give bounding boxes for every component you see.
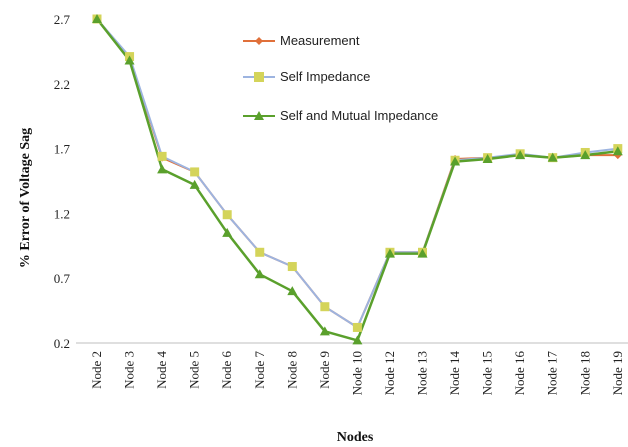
x-tick-label: Node 10 xyxy=(349,351,364,395)
x-tick-label: Node 9 xyxy=(317,351,332,389)
x-tick-label: Node 4 xyxy=(154,351,169,389)
legend-marker-self-impedance xyxy=(254,72,264,82)
x-tick-label: Node 12 xyxy=(382,351,397,395)
data-point-self-and-mutual-impedance xyxy=(352,335,363,345)
data-point-self-impedance xyxy=(255,247,265,257)
data-point-self-and-mutual-impedance xyxy=(482,153,493,163)
x-tick-label: Node 13 xyxy=(415,351,430,395)
data-point-self-and-mutual-impedance xyxy=(417,248,428,258)
legend-item-self-and-mutual-impedance: Self and Mutual Impedance xyxy=(243,108,438,123)
data-point-self-and-mutual-impedance xyxy=(384,248,395,258)
data-point-self-impedance xyxy=(222,210,232,220)
series-line-self-impedance xyxy=(96,18,618,329)
x-tick-label: Node 16 xyxy=(512,351,527,396)
data-point-self-and-mutual-impedance xyxy=(287,286,298,296)
legend-label-measurement: Measurement xyxy=(280,33,360,48)
x-tick-label: Node 19 xyxy=(610,351,625,395)
legend-item-self-impedance: Self Impedance xyxy=(243,69,370,84)
legend-label-self-and-mutual-impedance: Self and Mutual Impedance xyxy=(280,108,438,123)
data-point-self-and-mutual-impedance xyxy=(319,326,330,336)
legend-item-measurement: Measurement xyxy=(243,33,360,48)
legend-marker-measurement xyxy=(255,37,263,45)
data-point-self-impedance xyxy=(352,322,362,332)
data-point-self-impedance xyxy=(320,302,330,312)
y-tick-label: 0.7 xyxy=(54,271,71,286)
x-tick-label: Node 7 xyxy=(252,351,267,389)
data-point-self-and-mutual-impedance xyxy=(254,269,265,279)
data-point-self-impedance xyxy=(190,167,200,177)
data-point-self-and-mutual-impedance xyxy=(157,164,168,174)
x-tick-label: Node 8 xyxy=(284,351,299,389)
y-tick-label: 2.2 xyxy=(54,77,70,92)
y-tick-label: 1.2 xyxy=(54,206,70,221)
x-tick-label: Node 5 xyxy=(187,351,202,389)
legend: Measurement Self Impedance Self and Mutu… xyxy=(243,33,438,123)
data-point-self-and-mutual-impedance xyxy=(222,227,233,237)
series-line-measurement xyxy=(96,18,618,329)
x-tick-label: Node 15 xyxy=(480,351,495,395)
x-tick-label: Node 3 xyxy=(122,351,137,389)
x-tick-label: Node 14 xyxy=(447,351,462,396)
y-tick-labels: 0.2 0.7 1.2 1.7 2.2 2.7 xyxy=(54,12,71,351)
x-tick-label: Node 2 xyxy=(89,351,104,389)
y-tick-label: 1.7 xyxy=(54,142,71,157)
series-markers xyxy=(92,14,623,345)
legend-label-self-impedance: Self Impedance xyxy=(280,69,370,84)
y-tick-label: 0.2 xyxy=(54,336,70,351)
data-point-self-and-mutual-impedance xyxy=(612,146,623,156)
data-point-self-and-mutual-impedance xyxy=(124,55,135,65)
data-point-self-and-mutual-impedance xyxy=(547,152,558,162)
data-point-self-and-mutual-impedance xyxy=(515,150,526,160)
legend-marker-self-and-mutual-impedance xyxy=(254,111,264,120)
x-tick-label: Node 18 xyxy=(577,351,592,395)
data-point-self-and-mutual-impedance xyxy=(189,179,200,189)
series-lines xyxy=(96,18,618,342)
data-point-self-impedance xyxy=(157,151,167,161)
data-point-self-impedance xyxy=(287,262,297,272)
data-point-self-and-mutual-impedance xyxy=(92,14,102,23)
data-point-self-and-mutual-impedance xyxy=(580,150,591,160)
x-axis-title: Nodes xyxy=(337,430,374,445)
series-line-self-and-mutual-impedance xyxy=(96,18,618,342)
x-tick-label: Node 17 xyxy=(545,351,560,396)
y-axis-title: % Error of Voltage Sag xyxy=(18,128,33,268)
y-tick-label: 2.7 xyxy=(54,12,71,27)
x-tick-label: Node 6 xyxy=(219,351,234,389)
data-point-self-and-mutual-impedance xyxy=(450,156,461,166)
x-tick-labels: Node 2 Node 3 Node 4 Node 5 Node 6 Node 7 Node… xyxy=(89,351,625,396)
